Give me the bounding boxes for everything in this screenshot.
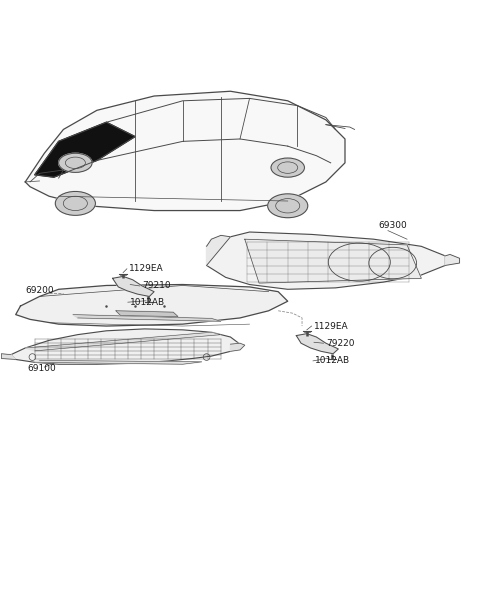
Text: 1012AB: 1012AB: [130, 297, 166, 307]
Polygon shape: [206, 232, 445, 289]
Polygon shape: [245, 239, 421, 283]
Polygon shape: [445, 255, 459, 266]
Text: 1129EA: 1129EA: [314, 321, 348, 330]
Text: 69300: 69300: [378, 221, 407, 230]
Text: 79210: 79210: [142, 282, 171, 291]
Polygon shape: [296, 334, 338, 354]
Ellipse shape: [59, 153, 92, 173]
Text: 79220: 79220: [326, 338, 354, 348]
Polygon shape: [16, 285, 288, 326]
Text: 1129EA: 1129EA: [129, 264, 164, 274]
Polygon shape: [11, 329, 240, 364]
Polygon shape: [116, 311, 178, 316]
Ellipse shape: [271, 158, 304, 177]
Ellipse shape: [55, 192, 96, 215]
Polygon shape: [206, 236, 230, 266]
Polygon shape: [73, 315, 221, 321]
Polygon shape: [1, 354, 16, 359]
Polygon shape: [35, 360, 202, 364]
Polygon shape: [25, 91, 345, 211]
Text: 69200: 69200: [25, 286, 54, 295]
Polygon shape: [35, 122, 135, 177]
Polygon shape: [25, 332, 221, 351]
Ellipse shape: [268, 194, 308, 218]
Text: 69100: 69100: [28, 364, 56, 373]
Polygon shape: [230, 343, 245, 351]
Polygon shape: [113, 277, 154, 296]
Text: 1012AB: 1012AB: [315, 356, 350, 365]
